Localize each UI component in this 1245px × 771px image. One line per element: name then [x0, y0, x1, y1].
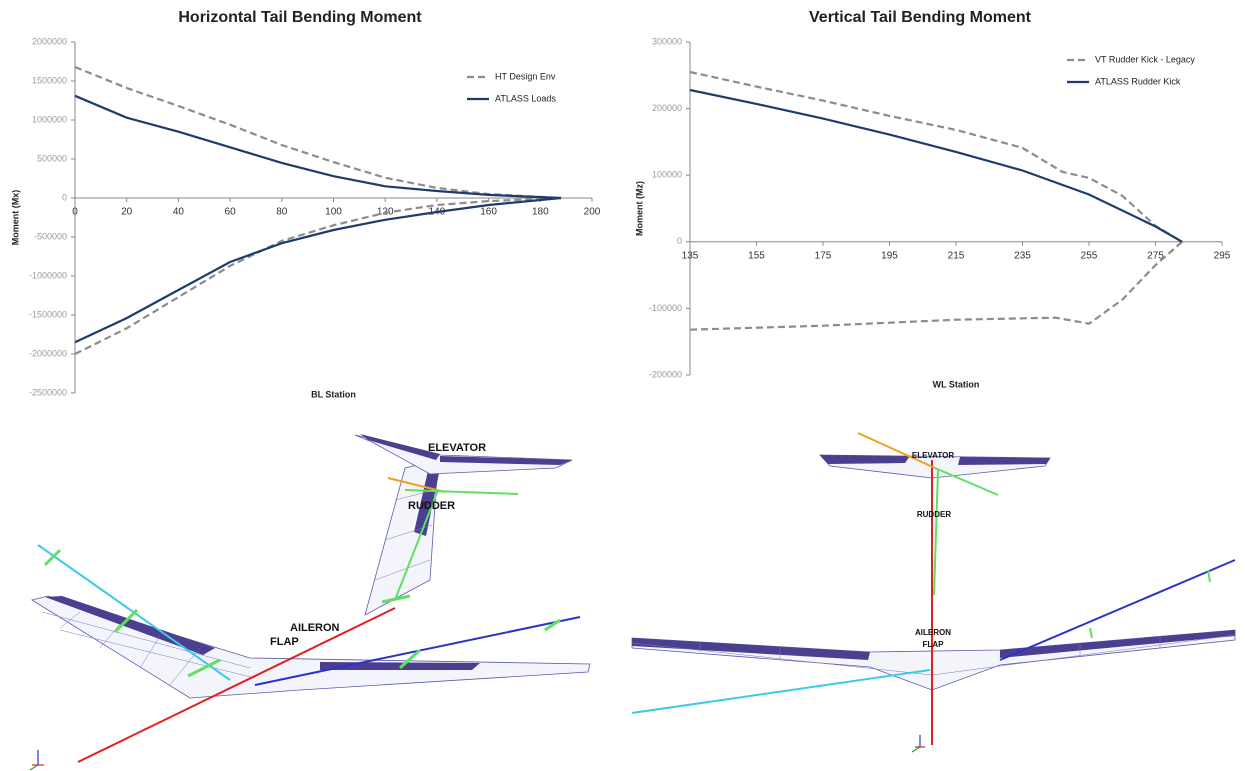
y-tick-label: 200000 — [652, 103, 682, 113]
y-tick-label: 2000000 — [32, 36, 67, 46]
x-tick-label: 155 — [748, 250, 765, 261]
diagram-label: FLAP — [923, 640, 945, 649]
x-tick-label: 20 — [121, 207, 133, 218]
diagram-label: FLAP — [270, 636, 299, 648]
page: ELEVATOR RUDDER AILERON FLAP ELEVATOR RU… — [0, 0, 1245, 771]
x-axis-title: WL Station — [933, 379, 980, 389]
y-tick-label: 0 — [677, 236, 682, 246]
x-tick-label: 60 — [225, 207, 237, 218]
y-tick-label: 0 — [62, 192, 67, 202]
diagram-label: ELEVATOR — [428, 442, 486, 454]
chart-title: Vertical Tail Bending Moment — [809, 9, 1032, 26]
y-tick-label: -2500000 — [29, 387, 67, 397]
y-tick-label: 100000 — [652, 170, 682, 180]
y-axis-title: Moment (Mz) — [634, 181, 644, 236]
diagram-label: RUDDER — [408, 500, 455, 512]
y-axis-title: Moment (Mx) — [10, 190, 20, 246]
y-tick-label: -1000000 — [29, 270, 67, 280]
x-tick-label: 80 — [276, 207, 288, 218]
x-tick-label: 195 — [881, 250, 898, 261]
y-tick-label: -200000 — [649, 369, 682, 379]
x-tick-label: 135 — [682, 250, 699, 261]
legend-label: VT Rudder Kick - Legacy — [1095, 54, 1195, 64]
legend-label: ATLASS Loads — [495, 93, 556, 103]
series-line — [75, 96, 561, 198]
series-line — [690, 90, 1182, 242]
legend-label: ATLASS Rudder Kick — [1095, 76, 1181, 86]
y-tick-label: -2000000 — [29, 348, 67, 358]
x-tick-label: 235 — [1014, 250, 1031, 261]
diagram-label: AILERON — [290, 622, 340, 634]
y-tick-label: 1500000 — [32, 75, 67, 85]
series-line — [690, 72, 1182, 242]
x-tick-label: 255 — [1081, 250, 1098, 261]
x-tick-label: 180 — [532, 207, 549, 218]
x-tick-label: 0 — [72, 207, 78, 218]
series-line — [75, 198, 561, 342]
right-model: ELEVATOR RUDDER AILERON FLAP — [632, 433, 1235, 752]
y-tick-label: 1000000 — [32, 114, 67, 124]
chart-title: Horizontal Tail Bending Moment — [178, 9, 422, 26]
diagram-label: AILERON — [915, 628, 951, 637]
x-tick-label: 160 — [480, 207, 497, 218]
y-tick-label: -1500000 — [29, 309, 67, 319]
left-model: ELEVATOR RUDDER AILERON FLAP — [30, 434, 590, 770]
x-tick-label: 200 — [584, 207, 601, 218]
series-line — [75, 67, 561, 198]
x-tick-label: 40 — [173, 207, 185, 218]
x-axis-title: BL Station — [311, 389, 356, 399]
y-tick-label: -500000 — [34, 231, 67, 241]
x-tick-label: 295 — [1214, 250, 1231, 261]
y-tick-label: -100000 — [649, 303, 682, 313]
x-tick-label: 215 — [948, 250, 965, 261]
x-tick-label: 175 — [815, 250, 832, 261]
series-line — [75, 198, 561, 354]
y-tick-label: 300000 — [652, 36, 682, 46]
diagram-label: RUDDER — [917, 510, 951, 519]
diagram-label: ELEVATOR — [912, 451, 954, 460]
x-tick-label: 100 — [325, 207, 342, 218]
legend-label: HT Design Env — [495, 71, 556, 81]
y-tick-label: 500000 — [37, 153, 67, 163]
